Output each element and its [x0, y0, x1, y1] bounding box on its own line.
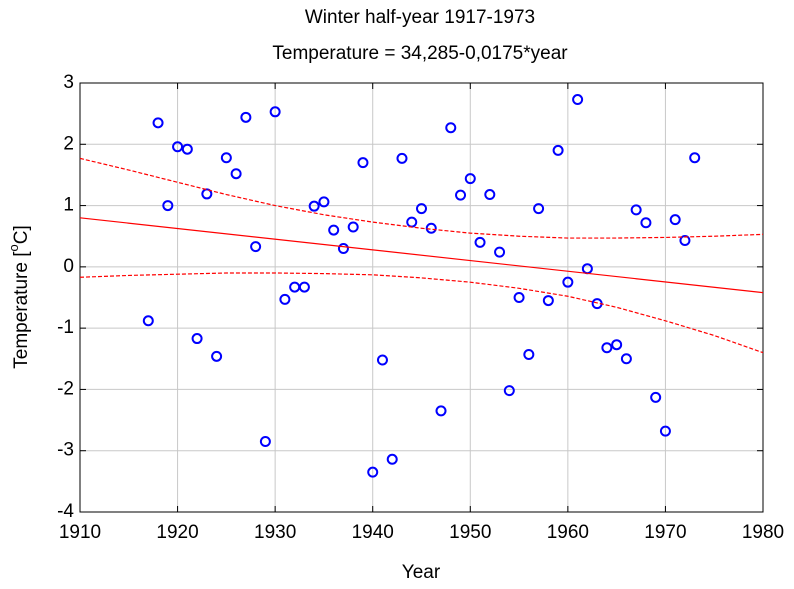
data-point [562, 276, 574, 288]
data-point [230, 168, 242, 180]
data-point [630, 204, 642, 216]
data-point [581, 263, 593, 275]
data-point [162, 200, 174, 212]
y-tick-label: -1 [57, 317, 74, 338]
data-point [269, 106, 281, 118]
data-point [640, 217, 652, 229]
data-point [572, 94, 584, 106]
y-tick-label: -3 [57, 440, 74, 461]
data-point [435, 405, 447, 417]
data-point [191, 333, 203, 345]
data-point [337, 242, 349, 254]
y-tick-label: 2 [63, 133, 74, 154]
data-point [542, 295, 554, 307]
data-point [425, 222, 437, 234]
confidence-band [79, 272, 764, 354]
plot-frame [79, 82, 764, 513]
data-point [201, 188, 213, 200]
data-point [669, 214, 681, 226]
y-tick-label: 1 [63, 195, 74, 216]
y-label-part: Temperature [ [11, 251, 32, 369]
confidence-band [79, 157, 764, 239]
y-tick-label: 3 [63, 72, 74, 93]
data-point [367, 466, 379, 478]
data-point [445, 122, 457, 134]
data-point [357, 157, 369, 169]
data-point [211, 350, 223, 362]
data-point [659, 425, 671, 437]
data-point [523, 348, 535, 360]
data-point [152, 117, 164, 129]
data-point [279, 293, 291, 305]
data-point [611, 339, 623, 351]
data-point [513, 292, 525, 303]
data-point [494, 246, 506, 258]
data-point [220, 152, 232, 164]
x-axis-label: Year [402, 562, 441, 583]
data-point [503, 385, 515, 397]
y-tick-label: -2 [57, 378, 74, 399]
chart-title: Winter half-year 1917-1973 [305, 7, 535, 28]
x-tick-label: 1950 [449, 522, 491, 543]
y-label-part: C] [11, 225, 32, 244]
data-point [289, 281, 301, 293]
x-tick-label: 1910 [59, 522, 101, 543]
y-label-sup: o [6, 244, 21, 251]
y-axis-label: Temperature [oC] [6, 225, 32, 368]
data-point [386, 453, 398, 465]
data-point [347, 221, 359, 233]
data-point [376, 354, 388, 366]
data-point [259, 436, 271, 448]
x-tick-label: 1960 [547, 522, 589, 543]
data-point [601, 342, 613, 354]
data-point [406, 216, 418, 228]
data-point [464, 173, 476, 185]
data-point [689, 152, 701, 164]
data-point [416, 203, 427, 215]
x-tick-label: 1940 [352, 522, 394, 543]
data-point [318, 196, 330, 208]
data-point [533, 203, 545, 215]
regression-line [79, 217, 764, 294]
data-point [620, 353, 632, 365]
data-point [679, 235, 691, 247]
data-point [308, 200, 320, 212]
y-tick-label: 0 [63, 256, 74, 277]
data-point [250, 241, 262, 253]
data-point [396, 152, 408, 164]
data-point [142, 315, 154, 327]
data-point [298, 281, 310, 293]
chart-subtitle: Temperature = 34,285-0,0175*year [272, 43, 568, 64]
x-tick-label: 1920 [156, 522, 198, 543]
data-point [172, 141, 184, 153]
x-tick-label: 1980 [742, 522, 784, 543]
data-point [240, 111, 252, 123]
data-point [552, 144, 564, 156]
y-tick-label: -4 [57, 501, 74, 522]
data-point [650, 391, 662, 403]
data-point [484, 189, 496, 201]
data-point [455, 189, 467, 201]
data-point [328, 224, 340, 236]
data-point [474, 236, 486, 248]
x-tick-label: 1970 [644, 522, 686, 543]
x-tick-label: 1930 [254, 522, 296, 543]
data-point [181, 143, 193, 155]
